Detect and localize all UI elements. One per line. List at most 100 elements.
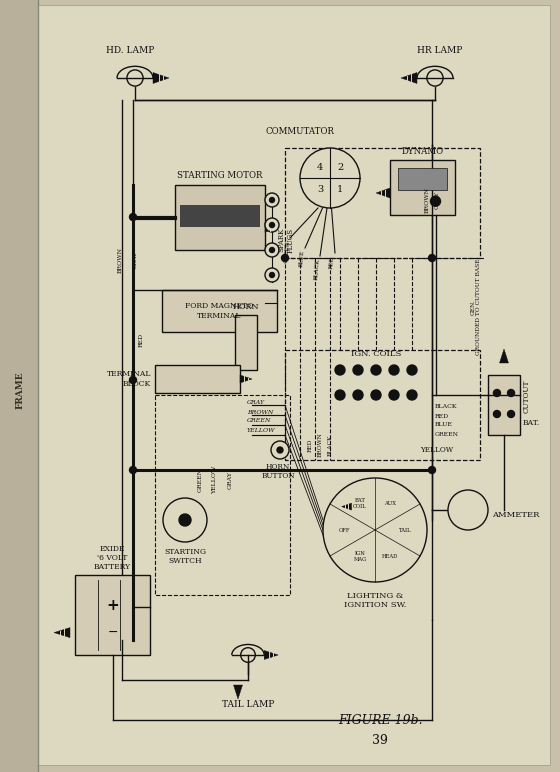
- Text: RED: RED: [329, 255, 335, 269]
- Circle shape: [493, 411, 501, 418]
- Text: BLACK: BLACK: [314, 258, 320, 279]
- Text: CUTOUT: CUTOUT: [523, 379, 531, 413]
- Text: TAIL LAMP: TAIL LAMP: [222, 700, 274, 709]
- Circle shape: [389, 365, 399, 375]
- Circle shape: [353, 390, 363, 400]
- Circle shape: [163, 498, 207, 542]
- Text: IGN. COILS: IGN. COILS: [351, 350, 401, 358]
- Bar: [175, 185, 265, 250]
- Text: HEAD: HEAD: [382, 554, 398, 559]
- Text: RED: RED: [307, 438, 312, 452]
- Bar: [155, 395, 290, 595]
- Text: GRAY: GRAY: [435, 191, 440, 209]
- Text: EXIDE
'6 VOLT
BATTERY: EXIDE '6 VOLT BATTERY: [94, 544, 131, 571]
- Text: BAT
COIL: BAT COIL: [353, 499, 367, 510]
- Text: BLUE: BLUE: [299, 250, 305, 267]
- Text: GREEN: GREEN: [283, 240, 291, 263]
- Circle shape: [335, 390, 345, 400]
- Polygon shape: [376, 188, 390, 198]
- Text: +: +: [106, 598, 119, 613]
- Polygon shape: [54, 628, 70, 638]
- Bar: [285, 350, 480, 460]
- Bar: [0, 0, 38, 772]
- Bar: [75, 575, 150, 655]
- Circle shape: [129, 466, 137, 473]
- Text: GRAY: GRAY: [133, 251, 138, 269]
- Text: BROWN: BROWN: [318, 432, 323, 458]
- Text: BAT.: BAT.: [523, 419, 540, 427]
- Circle shape: [300, 148, 360, 208]
- Text: HORN: HORN: [233, 303, 259, 311]
- Text: BLACK: BLACK: [435, 405, 458, 409]
- Text: COMMUTATOR: COMMUTATOR: [265, 127, 334, 136]
- Polygon shape: [265, 222, 279, 232]
- Text: LIGHTING &
IGNITION SW.: LIGHTING & IGNITION SW.: [344, 592, 406, 609]
- Text: HD. LAMP: HD. LAMP: [106, 46, 154, 55]
- Text: BROWN: BROWN: [424, 187, 430, 213]
- Circle shape: [179, 514, 191, 526]
- Bar: [235, 315, 257, 370]
- Text: AUX: AUX: [384, 501, 396, 506]
- Circle shape: [282, 255, 288, 262]
- Text: GREEN: GREEN: [435, 432, 459, 436]
- Circle shape: [507, 411, 515, 418]
- Circle shape: [265, 193, 279, 207]
- Circle shape: [271, 441, 289, 459]
- Circle shape: [269, 248, 274, 252]
- Text: STARTING MOTOR: STARTING MOTOR: [178, 171, 263, 180]
- Polygon shape: [240, 375, 252, 383]
- Text: 39: 39: [372, 733, 388, 747]
- Text: TAIL: TAIL: [399, 527, 412, 533]
- Text: BROWN: BROWN: [118, 247, 123, 273]
- Text: 4: 4: [317, 164, 323, 172]
- Bar: [488, 375, 520, 435]
- Circle shape: [269, 198, 274, 202]
- Circle shape: [493, 390, 501, 397]
- Circle shape: [269, 222, 274, 228]
- Circle shape: [335, 365, 345, 375]
- Bar: [285, 148, 480, 258]
- Circle shape: [407, 365, 417, 375]
- Circle shape: [428, 466, 436, 473]
- Polygon shape: [234, 685, 242, 699]
- Polygon shape: [342, 503, 352, 510]
- Text: GREEN: GREEN: [247, 418, 272, 424]
- Text: YELLOW: YELLOW: [420, 446, 453, 454]
- Polygon shape: [264, 651, 278, 659]
- Text: BROWN: BROWN: [247, 409, 273, 415]
- Text: 1: 1: [337, 185, 343, 195]
- Text: 3: 3: [317, 185, 323, 195]
- Circle shape: [431, 196, 441, 206]
- Text: 2: 2: [337, 164, 343, 172]
- Text: RED: RED: [435, 414, 449, 418]
- Text: OFF: OFF: [339, 527, 351, 533]
- Circle shape: [428, 255, 436, 262]
- Bar: [180, 205, 260, 227]
- Circle shape: [371, 365, 381, 375]
- Text: RED: RED: [138, 333, 143, 347]
- Circle shape: [353, 365, 363, 375]
- Text: DYNAMO: DYNAMO: [402, 147, 444, 156]
- Bar: [390, 160, 455, 215]
- Circle shape: [265, 218, 279, 232]
- Bar: [398, 168, 447, 190]
- Circle shape: [129, 214, 137, 221]
- Polygon shape: [500, 349, 508, 363]
- Circle shape: [129, 377, 137, 384]
- Text: FIGURE 19b.: FIGURE 19b.: [338, 713, 422, 726]
- Text: BLACK: BLACK: [328, 435, 333, 455]
- Text: SPARK
PLUGS: SPARK PLUGS: [277, 228, 295, 252]
- Text: GEN.
GROUNDED TO CUTOUT BASE: GEN. GROUNDED TO CUTOUT BASE: [470, 259, 482, 355]
- Text: HR LAMP: HR LAMP: [417, 46, 463, 55]
- Circle shape: [265, 243, 279, 257]
- Text: IGN
MAG: IGN MAG: [353, 550, 367, 561]
- Circle shape: [407, 390, 417, 400]
- Circle shape: [323, 478, 427, 582]
- Text: FRAME: FRAME: [16, 371, 25, 409]
- Polygon shape: [401, 73, 417, 83]
- Text: STARTING
SWITCH: STARTING SWITCH: [164, 548, 206, 565]
- Text: HORN
BUTTON: HORN BUTTON: [261, 463, 295, 480]
- Circle shape: [277, 447, 283, 453]
- Text: −: −: [108, 626, 118, 639]
- Circle shape: [371, 390, 381, 400]
